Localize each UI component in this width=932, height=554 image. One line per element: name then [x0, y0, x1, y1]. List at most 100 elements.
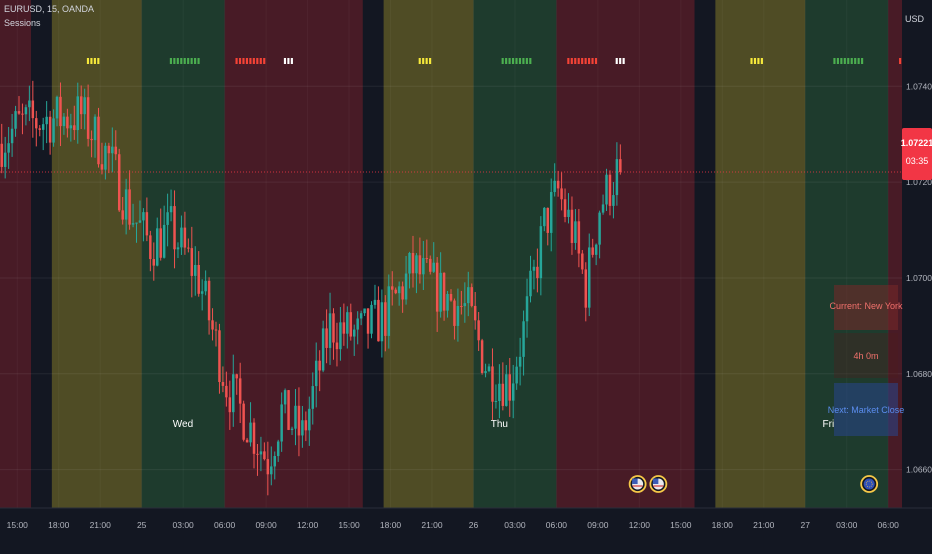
candle-bull — [498, 383, 501, 402]
candle-bear — [491, 366, 494, 402]
candle-bear — [394, 289, 397, 294]
price-tick-label: 1.07000 — [906, 273, 932, 283]
candle-bear — [560, 188, 563, 200]
session-marker-close — [619, 58, 622, 64]
session-marker-asia — [429, 58, 432, 64]
time-tick-label: 15:00 — [7, 520, 29, 530]
candle-bull — [45, 116, 48, 125]
candle-bull — [273, 456, 276, 467]
candle-bull — [232, 374, 235, 413]
session-marker-newyork — [235, 58, 238, 64]
candle-bull — [373, 299, 377, 305]
candle-bear — [342, 322, 346, 334]
symbol-info[interactable]: EURUSD, 15, OANDA — [4, 4, 95, 14]
candle-bull — [363, 308, 366, 314]
candle-bear — [384, 302, 387, 336]
session-band-asia — [383, 0, 474, 508]
candle-bull — [166, 212, 169, 225]
candle-bear — [214, 329, 218, 331]
session-marker-newyork — [570, 58, 573, 64]
eu-flag-icon — [863, 478, 875, 490]
indicator-name[interactable]: Sessions — [4, 18, 41, 28]
candle-bear — [66, 116, 69, 129]
candle-bull — [204, 280, 207, 292]
candle-bull — [280, 404, 283, 442]
candle-bull — [76, 96, 80, 131]
candle-bull — [574, 221, 577, 243]
candle-bull — [28, 100, 31, 108]
price-axis-panel[interactable] — [902, 0, 932, 508]
candle-bear — [287, 390, 290, 430]
candle-bear — [366, 308, 370, 334]
candle-bull — [346, 312, 349, 334]
candle-bear — [263, 451, 266, 460]
candle-bull — [41, 124, 45, 130]
candle-bull — [467, 287, 470, 304]
day-label-thu: Thu — [491, 419, 508, 430]
session-marker-london — [857, 58, 860, 64]
candle-bear — [584, 269, 588, 308]
candle-bull — [432, 262, 435, 272]
time-tick-label: 03:00 — [504, 520, 526, 530]
candle-bull — [176, 247, 180, 250]
session-band-newyork — [556, 0, 695, 508]
session-marker-newyork — [256, 58, 259, 64]
candle-bull — [276, 441, 280, 457]
candle-bull — [456, 306, 460, 326]
candle-bull — [7, 143, 10, 153]
time-axis-panel[interactable] — [0, 508, 932, 550]
candle-bull — [605, 174, 608, 205]
session-marker-asia — [422, 58, 425, 64]
session-band-london — [473, 0, 557, 508]
candle-bear — [31, 100, 35, 119]
candle-bear — [449, 293, 453, 301]
candle-bull — [567, 209, 570, 217]
candle-bear — [107, 145, 111, 154]
candle-bull — [408, 252, 411, 274]
candle-bear — [221, 382, 225, 386]
candle-bear — [442, 272, 446, 311]
session-marker-london — [505, 58, 508, 64]
candle-bear — [218, 330, 221, 383]
candle-bear — [48, 116, 52, 143]
session-backgrounds — [0, 0, 902, 508]
candle-bull — [439, 272, 442, 312]
candle-bear — [470, 287, 473, 306]
candle-bull — [283, 390, 287, 405]
session-marker-london — [180, 58, 183, 64]
price-tick-label: 1.07200 — [906, 177, 932, 187]
session-marker-london — [525, 58, 528, 64]
us-flag-canton — [632, 478, 638, 484]
candles[interactable] — [0, 80, 622, 496]
candle-bear — [211, 320, 214, 330]
time-tick-label: 15:00 — [670, 520, 692, 530]
candle-bear — [435, 262, 439, 312]
candle-bear — [242, 403, 245, 440]
candle-bear — [79, 96, 83, 115]
candle-bull — [529, 270, 532, 297]
session-info-table: Current: New York 4h 0m Next: Market Clo… — [828, 285, 904, 436]
candle-bull — [200, 291, 204, 294]
session-marker-close — [290, 58, 293, 64]
candle-bull — [494, 401, 498, 403]
candle-bear — [591, 247, 594, 255]
session-marker-london — [190, 58, 193, 64]
time-tick-label: 03:00 — [173, 520, 195, 530]
candle-bull — [511, 383, 515, 401]
candle-bull — [463, 303, 467, 307]
candle-bull — [10, 128, 14, 144]
candle-bull — [339, 322, 342, 350]
candle-bear — [460, 306, 463, 308]
candle-bear — [35, 118, 38, 129]
candle-bull — [518, 356, 522, 367]
overlays — [0, 171, 902, 493]
candle-bear — [501, 383, 505, 406]
candle-bear — [121, 210, 124, 220]
candle-bull — [601, 204, 605, 213]
candle-bull — [69, 125, 73, 129]
candle-bear — [429, 258, 432, 272]
candle-bull — [594, 244, 598, 255]
candle-bear — [17, 111, 21, 114]
